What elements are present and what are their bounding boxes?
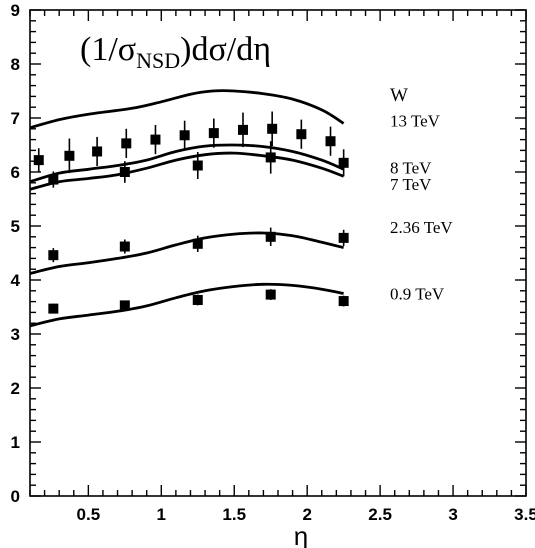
data-point [325, 136, 336, 147]
y-tick-label: 5 [11, 217, 20, 236]
x-tick-label: 0.5 [77, 505, 101, 524]
data-point [48, 303, 59, 314]
data-point [192, 294, 203, 305]
data-point [267, 123, 278, 134]
data-point [265, 152, 276, 163]
data-point [208, 128, 219, 139]
y-tick-label: 4 [11, 271, 21, 290]
series-label-7-tev: 7 TeV [390, 175, 432, 194]
y-tick-label: 9 [11, 1, 20, 20]
curve-7-tev [29, 151, 345, 191]
data-point [237, 124, 248, 135]
x-tick-label: 2 [302, 505, 311, 524]
curve-8-tev [29, 143, 345, 184]
ticks [29, 9, 527, 497]
data-point [92, 146, 103, 157]
curves [29, 89, 345, 328]
y-tick-label: 0 [11, 487, 20, 506]
x-tick-label: 1.5 [222, 505, 246, 524]
series-label-8-tev: 8 TeV [390, 159, 432, 178]
x-tick-label: 1 [157, 505, 166, 524]
y-tick-label: 2 [11, 379, 20, 398]
data-point [338, 157, 349, 168]
curve-13-tev [29, 89, 345, 130]
y-tick-label: 8 [11, 55, 20, 74]
data-point [33, 155, 44, 166]
series-label-13-tev: 13 TeV [390, 112, 441, 131]
data-points [33, 111, 349, 314]
title-subscript: NSD [136, 48, 180, 73]
title-suffix: )dσ/dη [180, 31, 271, 68]
title-sigma: σ [118, 31, 136, 68]
data-point [338, 296, 349, 307]
tick-labels: 0 1 2 3 4 5 6 7 8 9 0.5 1 1.5 2 2.5 3 3.5 [11, 1, 535, 524]
title-prefix: (1/ [80, 31, 118, 68]
data-point [150, 134, 161, 145]
data-point [192, 160, 203, 171]
data-point [296, 129, 307, 140]
x-tick-label: 3.5 [514, 505, 535, 524]
data-point [48, 250, 59, 261]
x-tick-label: 3 [448, 505, 457, 524]
y-tick-label: 3 [11, 325, 20, 344]
data-point [119, 300, 130, 311]
data-point [48, 174, 59, 185]
data-point [64, 150, 75, 161]
legend-header: W [390, 85, 408, 106]
data-point [119, 241, 130, 252]
data-point [119, 167, 130, 177]
curve-0-9-tev [29, 282, 344, 328]
y-tick-label: 1 [11, 433, 20, 452]
series-label-0-9-tev: 0.9 TeV [390, 285, 445, 304]
y-tick-label: 6 [11, 163, 20, 182]
chart-title: (1/σNSD)dσ/dη [80, 31, 271, 73]
data-point [179, 130, 190, 141]
x-axis-label: η [294, 521, 308, 548]
plot-frame [29, 9, 527, 497]
data-point [265, 231, 276, 242]
curve-2-36-tev [29, 231, 344, 275]
data-point [121, 138, 132, 149]
data-point [265, 289, 276, 300]
data-point [338, 232, 349, 243]
series-label-2-36-tev: 2.36 TeV [390, 218, 453, 237]
y-tick-label: 7 [11, 109, 20, 128]
x-tick-label: 2.5 [368, 505, 392, 524]
data-point [192, 238, 203, 249]
